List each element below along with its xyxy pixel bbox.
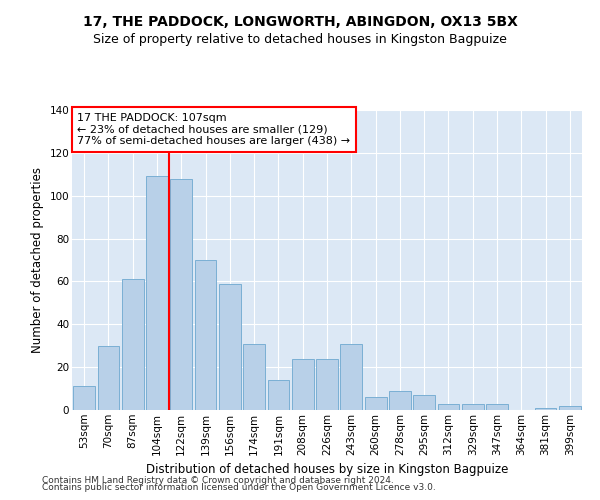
Bar (219, 284, 241, 410)
Bar (73, 386, 95, 410)
Bar (268, 380, 289, 410)
Text: 17, THE PADDOCK, LONGWORTH, ABINGDON, OX13 5BX: 17, THE PADDOCK, LONGWORTH, ABINGDON, OX… (83, 15, 517, 29)
Bar (243, 344, 265, 410)
Bar (194, 260, 217, 410)
Text: Size of property relative to detached houses in Kingston Bagpuize: Size of property relative to detached ho… (93, 32, 507, 46)
Bar (437, 404, 460, 410)
Text: Contains HM Land Registry data © Crown copyright and database right 2024.: Contains HM Land Registry data © Crown c… (42, 476, 394, 485)
Text: Contains public sector information licensed under the Open Government Licence v3: Contains public sector information licen… (42, 484, 436, 492)
Bar (146, 176, 168, 410)
Bar (97, 346, 119, 410)
Text: 17 THE PADDOCK: 107sqm
← 23% of detached houses are smaller (129)
77% of semi-de: 17 THE PADDOCK: 107sqm ← 23% of detached… (77, 113, 350, 146)
Bar (389, 390, 411, 410)
Bar (316, 358, 338, 410)
Bar (559, 406, 581, 410)
Y-axis label: Number of detached properties: Number of detached properties (31, 167, 44, 353)
X-axis label: Distribution of detached houses by size in Kingston Bagpuize: Distribution of detached houses by size … (146, 463, 508, 476)
Bar (340, 344, 362, 410)
Bar (462, 404, 484, 410)
Bar (122, 280, 143, 410)
Bar (413, 395, 435, 410)
Bar (292, 358, 314, 410)
Bar (535, 408, 556, 410)
Bar (486, 404, 508, 410)
Bar (365, 397, 386, 410)
Bar (170, 178, 192, 410)
